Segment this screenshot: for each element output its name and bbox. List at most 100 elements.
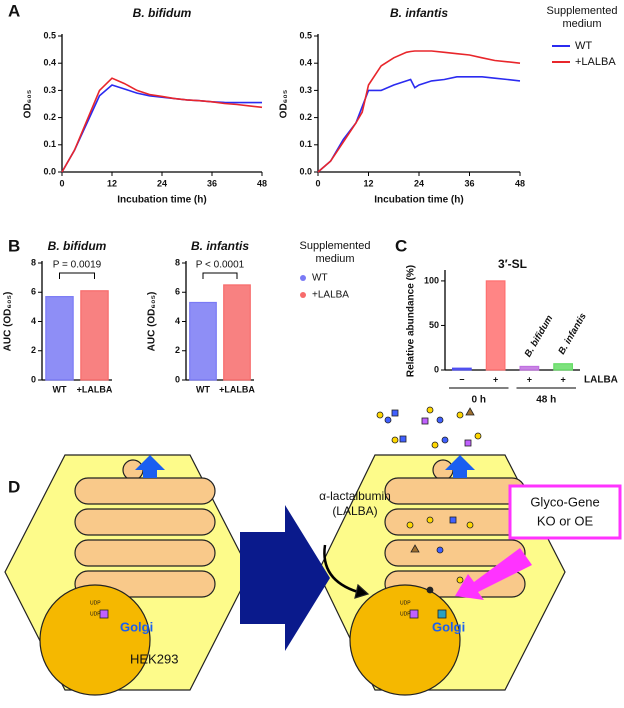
gene-box-label: KO or OE: [537, 513, 594, 528]
y-tick-label: 0.1: [43, 139, 56, 149]
y-tick-label: 8: [175, 257, 180, 267]
y-axis-label: OD₆₀₅: [279, 89, 290, 118]
blue-arrow: [445, 455, 475, 478]
y-axis-label: Relative abundance (%): [406, 265, 417, 377]
bar: [553, 363, 574, 371]
lalba-label: (LALBA): [332, 504, 377, 518]
nucleus: [349, 584, 461, 696]
udp-label: UDP: [90, 611, 101, 617]
y-tick-label: 0.1: [299, 139, 312, 149]
arrowhead: [354, 583, 370, 599]
x-tick-label: 12: [107, 178, 117, 188]
y-tick-label: 6: [175, 287, 180, 297]
line: [317, 76, 521, 173]
big-arrow: [240, 505, 330, 651]
x-tick-label: +: [493, 374, 498, 384]
gene-box: [508, 484, 622, 540]
bar: [189, 301, 217, 381]
x-tick-label: +LALBA: [219, 384, 255, 394]
x-axis-label: Incubation time (h): [374, 195, 463, 206]
y-tick-label: 6: [31, 287, 36, 297]
legend-label: +LALBA: [575, 56, 616, 68]
line: [317, 50, 521, 173]
y-tick-label: 2: [31, 345, 36, 355]
y-tick-label: 0.5: [43, 30, 56, 40]
y-tick-label: 8: [31, 257, 36, 267]
y-tick-label: 0.3: [299, 85, 312, 95]
legend-swatch: [300, 275, 306, 281]
y-tick-label: 0.5: [299, 30, 312, 40]
pink-arrow: [455, 548, 532, 600]
x-tick-label: 0: [59, 178, 64, 188]
bar: [45, 296, 74, 381]
chart-title: B. bifidum: [48, 239, 107, 253]
y-tick-label: 4: [175, 316, 180, 326]
y-tick-label: 0: [31, 374, 36, 384]
y-tick-label: 50: [429, 320, 439, 330]
udp-label: UDP: [400, 600, 411, 606]
x-tick-label: WT: [53, 384, 67, 394]
chart-title: B. infantis: [191, 239, 249, 253]
glycans: [99, 406, 482, 619]
diagram: [4, 406, 622, 696]
line: [61, 77, 263, 173]
legend-swatch: [300, 292, 306, 298]
bar: [485, 280, 506, 371]
y-tick-label: 0.2: [43, 112, 56, 122]
x-tick-label: 36: [207, 178, 217, 188]
significance-bracket: [202, 272, 238, 279]
panel-label: A: [8, 1, 20, 20]
y-tick-label: 0: [175, 374, 180, 384]
panel-label: C: [395, 236, 407, 255]
p-value: P < 0.0001: [196, 260, 245, 271]
bar: [80, 290, 109, 381]
legend-label: +LALBA: [312, 290, 349, 301]
chart-title: 3′-SL: [498, 257, 527, 271]
y-tick-label: 0.4: [43, 58, 56, 68]
group-label: 0 h: [472, 395, 486, 406]
y-tick-label: 0.3: [43, 85, 56, 95]
legend-label: WT: [575, 40, 592, 52]
y-tick-label: 0.0: [43, 166, 56, 176]
x-tick-label: 48: [257, 178, 267, 188]
significance-bracket: [59, 272, 95, 279]
legend-label: WT: [312, 273, 328, 284]
x-tick-label: 48: [515, 178, 525, 188]
y-tick-label: 0: [434, 364, 439, 374]
x-tick-label: 24: [414, 178, 424, 188]
x-tick-label: WT: [196, 384, 210, 394]
bar: [519, 365, 540, 371]
panel-label: D: [8, 477, 20, 496]
blue-arrow: [135, 455, 165, 478]
chart-title: B. bifidum: [133, 6, 192, 20]
udp-label: UDP: [400, 611, 411, 617]
x-tick-label: −: [459, 374, 464, 384]
golgi-label: Golgi: [432, 619, 465, 634]
bar: [223, 284, 251, 381]
legend-title: Supplemented medium: [299, 240, 371, 265]
y-axis-label: AUC (OD₆₀₅): [147, 292, 158, 352]
legend-title: Supplemented medium: [546, 5, 618, 30]
cell-line-label: HEK293: [130, 651, 178, 666]
y-tick-label: 0.4: [299, 58, 312, 68]
y-tick-label: 2: [175, 345, 180, 355]
group-label: 48 h: [536, 395, 556, 406]
y-axis-label: AUC (OD₆₀₅): [3, 292, 14, 352]
bar-annotation: B. infantis: [556, 311, 588, 356]
y-axis-label: OD₆₀₅: [23, 89, 34, 118]
x-tick-label: +: [560, 374, 565, 384]
x-tick-label: 0: [315, 178, 320, 188]
bar-annotation: B. bifidum: [523, 313, 556, 359]
y-tick-label: 4: [31, 316, 36, 326]
x-tick-label: 36: [464, 178, 474, 188]
nucleus: [39, 584, 151, 696]
golgi-label: Golgi: [120, 619, 153, 634]
y-tick-label: 0.0: [299, 166, 312, 176]
x-tick-label: +: [527, 374, 532, 384]
x-axis-label: Incubation time (h): [117, 195, 206, 206]
bar: [451, 367, 472, 371]
gene-box-label: Glyco-Gene: [530, 494, 599, 509]
panel-label: B: [8, 236, 20, 255]
